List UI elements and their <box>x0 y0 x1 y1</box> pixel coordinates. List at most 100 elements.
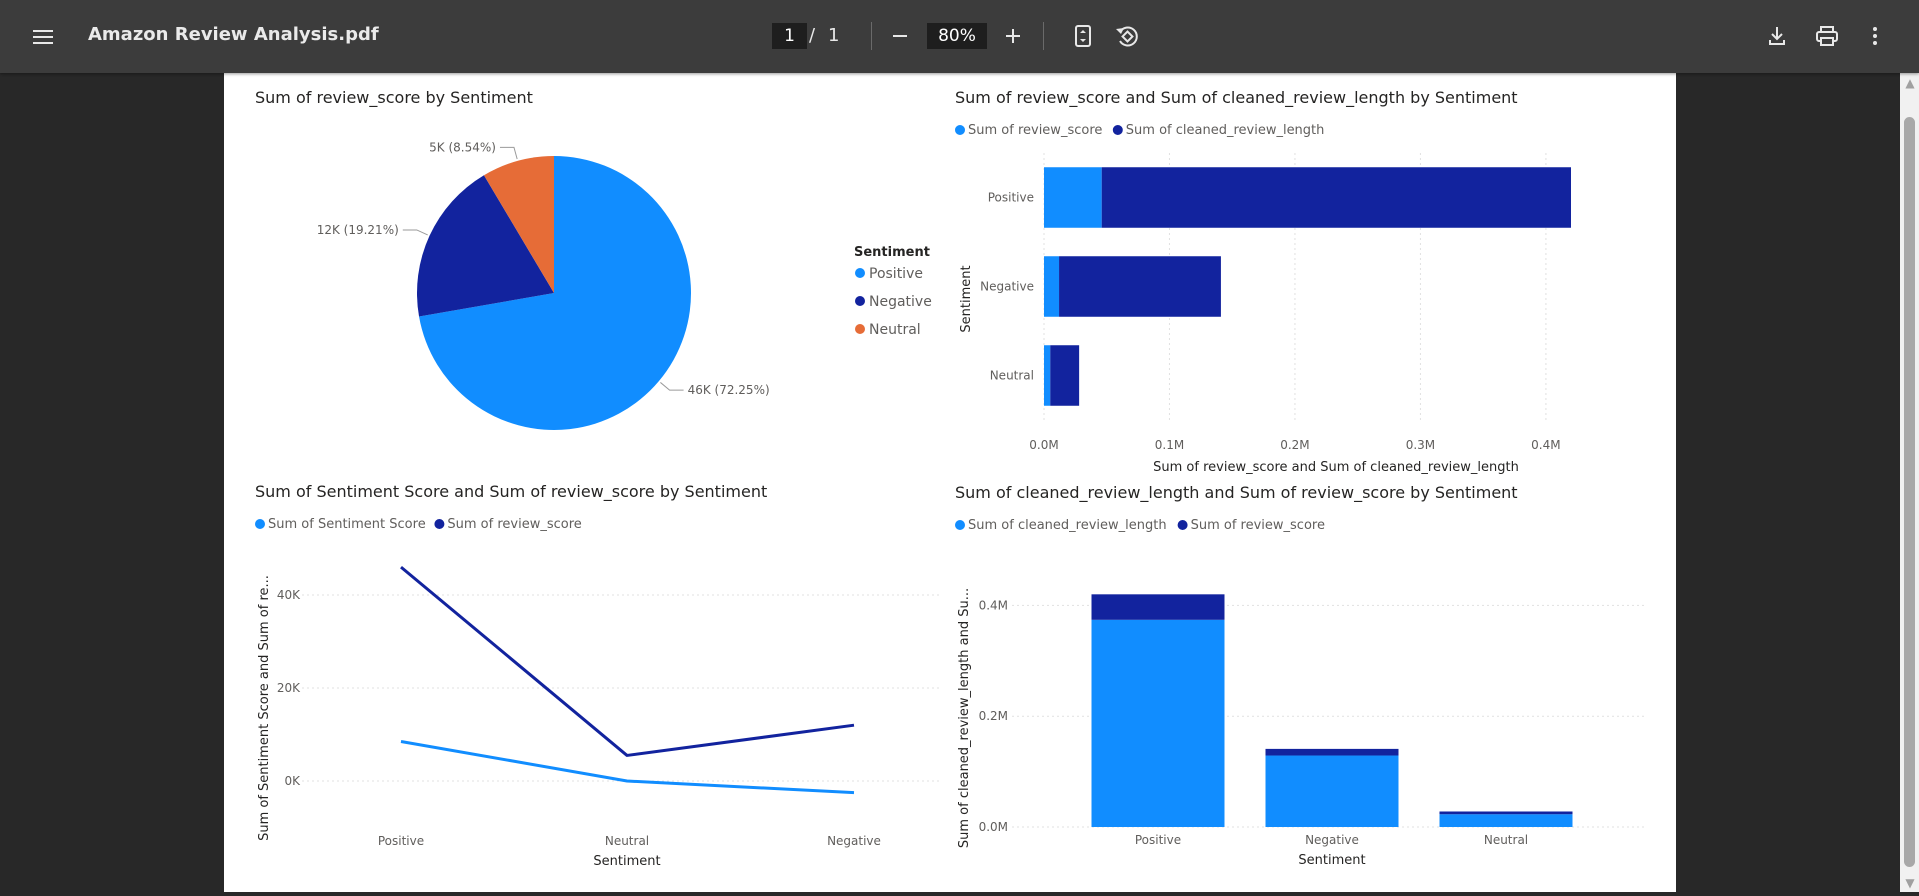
line-chart: Sum of Sentiment Score and Sum of review… <box>255 482 942 869</box>
vbar-bar-negative-0[interactable] <box>1265 755 1399 827</box>
vbar-legend-label-1: Sum of review_score <box>1191 518 1325 533</box>
vbar-bar-positive-0[interactable] <box>1091 619 1225 827</box>
line-category-neutral: Neutral <box>605 834 649 848</box>
vbar-tick-2: 0.0M <box>979 820 1008 834</box>
pie-slice-negative[interactable] <box>417 175 554 317</box>
hbar-category-neutral: Neutral <box>990 369 1034 383</box>
hbar-legend: Sum of review_score Sum of cleaned_review… <box>955 123 1324 138</box>
vbar-legend-marker-0 <box>955 520 965 530</box>
line-series <box>400 565 855 795</box>
pie-slice-positive[interactable] <box>419 156 691 430</box>
pie-data-label-positive: 46K (72.25%) <box>688 383 770 397</box>
page-number-input[interactable] <box>772 23 807 49</box>
toolbar-divider <box>1043 22 1044 50</box>
line-series-1[interactable] <box>400 565 855 757</box>
print-button[interactable] <box>1810 19 1844 53</box>
hbar-legend-marker-1 <box>1112 125 1123 135</box>
hbar-tick-3: 0.3M <box>1406 438 1435 452</box>
pie-slice-neutral[interactable] <box>483 156 554 293</box>
pie-data-label-negative: 12K (19.21%) <box>317 223 399 237</box>
hbar-legend-marker-0 <box>955 125 965 135</box>
document-title: Amazon Review Analysis.pdf <box>88 24 379 45</box>
scrollbar-thumb[interactable] <box>1904 117 1915 867</box>
toolbar-divider <box>871 22 872 50</box>
line-legend-label-1: Sum of review_score <box>447 517 581 532</box>
pie-data-label-neutral: 5K (8.54%) <box>429 140 496 154</box>
hbar-tick-0: 0.0M <box>1029 438 1058 452</box>
vbar-bars <box>1091 594 1573 827</box>
rotate-icon <box>1116 26 1138 47</box>
vbar-category-negative: Negative <box>1305 833 1359 847</box>
line-legend-marker-0 <box>255 519 265 529</box>
menu-icon <box>33 30 53 44</box>
hbar-tick-labels: 0.0M 0.1M 0.2M 0.3M 0.4M <box>1029 438 1560 452</box>
hbar-legend-label-1: Sum of cleaned_review_length <box>1126 123 1325 138</box>
download-icon <box>1769 27 1785 45</box>
pie-leader-line-1 <box>402 229 428 236</box>
hbar-category-positive: Positive <box>988 191 1034 205</box>
fit-page-icon <box>1075 25 1091 47</box>
line-chart-title: Sum of Sentiment Score and Sum of review… <box>255 482 767 502</box>
pie-chart: Sum of review_score by Sentiment 46K (72… <box>255 88 932 430</box>
menu-button[interactable] <box>26 20 60 54</box>
pie-legend-label-neutral: Neutral <box>869 322 921 338</box>
line-x-axis-title: Sentiment <box>593 854 660 869</box>
vbar-tick-labels: 0.4M 0.2M 0.0M <box>979 598 1008 834</box>
rotate-button[interactable] <box>1110 19 1144 53</box>
pie-legend-title: Sentiment <box>854 245 930 260</box>
vbar-bar-neutral-0[interactable] <box>1439 814 1573 827</box>
page-separator: / <box>809 25 816 46</box>
scroll-down-arrow-icon[interactable]: ▼ <box>1905 876 1915 890</box>
line-tick-1: 20K <box>277 681 301 695</box>
vbar-y-axis-title: Sum of cleaned_review_length and Su... <box>957 588 972 848</box>
fit-page-button[interactable] <box>1068 19 1098 53</box>
vbar-x-axis-title: Sentiment <box>1298 853 1365 868</box>
line-category-negative: Negative <box>827 834 881 848</box>
hbar-bar-positive-0[interactable] <box>1044 167 1102 228</box>
download-button[interactable] <box>1762 19 1792 53</box>
hbar-bar-negative-1[interactable] <box>1059 256 1221 317</box>
hbar-x-axis-title: Sum of review_score and Sum of cleaned_r… <box>1153 460 1519 475</box>
report-canvas: Sum of review_score by Sentiment 46K (72… <box>255 88 1644 869</box>
hbar-category-labels: Positive Negative Neutral <box>980 191 1034 383</box>
pie-legend: Positive Negative Neutral <box>855 266 932 338</box>
pie-legend-label-negative: Negative <box>869 294 932 310</box>
hbar-bar-neutral-1[interactable] <box>1050 345 1080 406</box>
pie-legend-marker-1 <box>855 296 865 306</box>
more-options-button[interactable] <box>1860 19 1890 53</box>
vbar-bar-neutral-1[interactable] <box>1439 811 1573 815</box>
vbar-bar-negative-1[interactable] <box>1265 748 1399 756</box>
vbar-legend-label-0: Sum of cleaned_review_length <box>968 518 1167 533</box>
vbar-bar-positive-1[interactable] <box>1091 594 1225 620</box>
hbar-legend-label-0: Sum of review_score <box>968 123 1102 138</box>
hbar-bars <box>1044 167 1571 406</box>
vbar-category-positive: Positive <box>1135 833 1181 847</box>
hbar-y-axis-title: Sentiment <box>959 265 974 332</box>
line-tick-2: 0K <box>284 774 301 788</box>
zoom-out-button[interactable] <box>885 20 915 52</box>
line-legend-marker-1 <box>434 519 445 529</box>
hbar-bar-neutral-0[interactable] <box>1044 345 1051 406</box>
vbar-tick-1: 0.2M <box>979 709 1008 723</box>
pie-legend-label-positive: Positive <box>869 266 923 282</box>
pie-chart-title: Sum of review_score by Sentiment <box>255 88 533 108</box>
hbar-category-negative: Negative <box>980 280 1034 294</box>
pie-legend-marker-0 <box>855 268 865 278</box>
line-legend: Sum of Sentiment Score Sum of review_scor… <box>255 517 582 532</box>
print-icon <box>1816 26 1838 46</box>
pie-leader-line-2 <box>499 146 518 160</box>
hbar-bar-positive-1[interactable] <box>1101 167 1571 228</box>
line-series-0[interactable] <box>400 739 855 795</box>
pie-leader-line-0 <box>660 382 684 391</box>
line-category-labels: Positive Neutral Negative <box>378 834 881 848</box>
vbar-category-labels: Positive Negative Neutral <box>1135 833 1528 847</box>
zoom-in-button[interactable] <box>998 20 1028 52</box>
vertical-bar-chart: Sum of cleaned_review_length and Sum of … <box>955 483 1644 868</box>
line-category-positive: Positive <box>378 834 424 848</box>
zoom-level-input[interactable] <box>927 23 987 49</box>
hbar-tick-4: 0.4M <box>1531 438 1560 452</box>
more-vertical-icon <box>1873 27 1877 45</box>
vbar-category-neutral: Neutral <box>1484 833 1528 847</box>
scroll-up-arrow-icon[interactable]: ▲ <box>1905 76 1915 90</box>
hbar-bar-negative-0[interactable] <box>1044 256 1060 317</box>
